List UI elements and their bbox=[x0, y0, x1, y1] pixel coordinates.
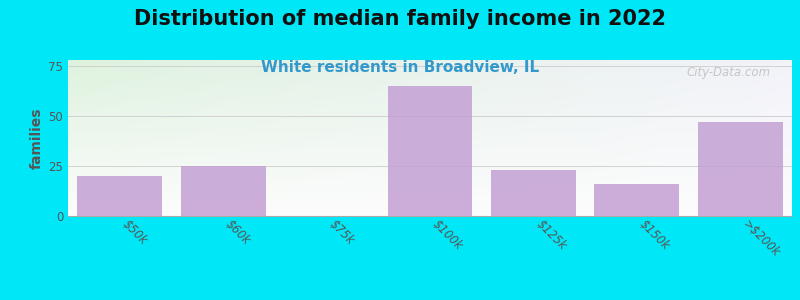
Y-axis label: families: families bbox=[30, 107, 44, 169]
Bar bbox=[387, 86, 473, 216]
Bar bbox=[698, 122, 782, 216]
Bar bbox=[181, 166, 266, 216]
Bar bbox=[594, 184, 679, 216]
Bar bbox=[491, 170, 576, 216]
Text: City-Data.com: City-Data.com bbox=[686, 66, 770, 79]
Text: White residents in Broadview, IL: White residents in Broadview, IL bbox=[261, 60, 539, 75]
Bar bbox=[78, 176, 162, 216]
Text: Distribution of median family income in 2022: Distribution of median family income in … bbox=[134, 9, 666, 29]
